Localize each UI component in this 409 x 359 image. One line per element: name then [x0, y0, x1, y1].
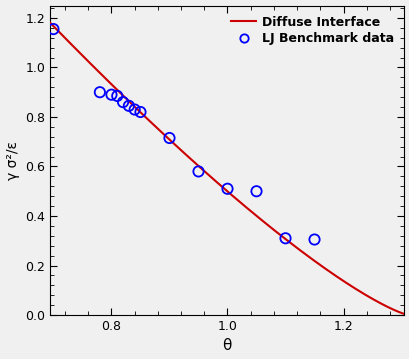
Point: [50, 26, 56, 32]
Point: [224, 186, 230, 192]
Point: [108, 92, 115, 98]
Point: [125, 103, 132, 109]
Point: [281, 236, 288, 241]
Point: [253, 188, 259, 194]
Point: [131, 107, 137, 112]
Point: [119, 99, 126, 105]
X-axis label: θ: θ: [222, 339, 231, 354]
Point: [310, 237, 317, 242]
Legend: Diffuse Interface, LJ Benchmark data: Diffuse Interface, LJ Benchmark data: [227, 12, 397, 49]
Point: [114, 93, 120, 99]
Point: [195, 169, 201, 174]
Y-axis label: γ σ²/ε: γ σ²/ε: [6, 141, 20, 180]
Point: [137, 109, 144, 115]
Point: [166, 135, 172, 141]
Point: [97, 89, 103, 95]
